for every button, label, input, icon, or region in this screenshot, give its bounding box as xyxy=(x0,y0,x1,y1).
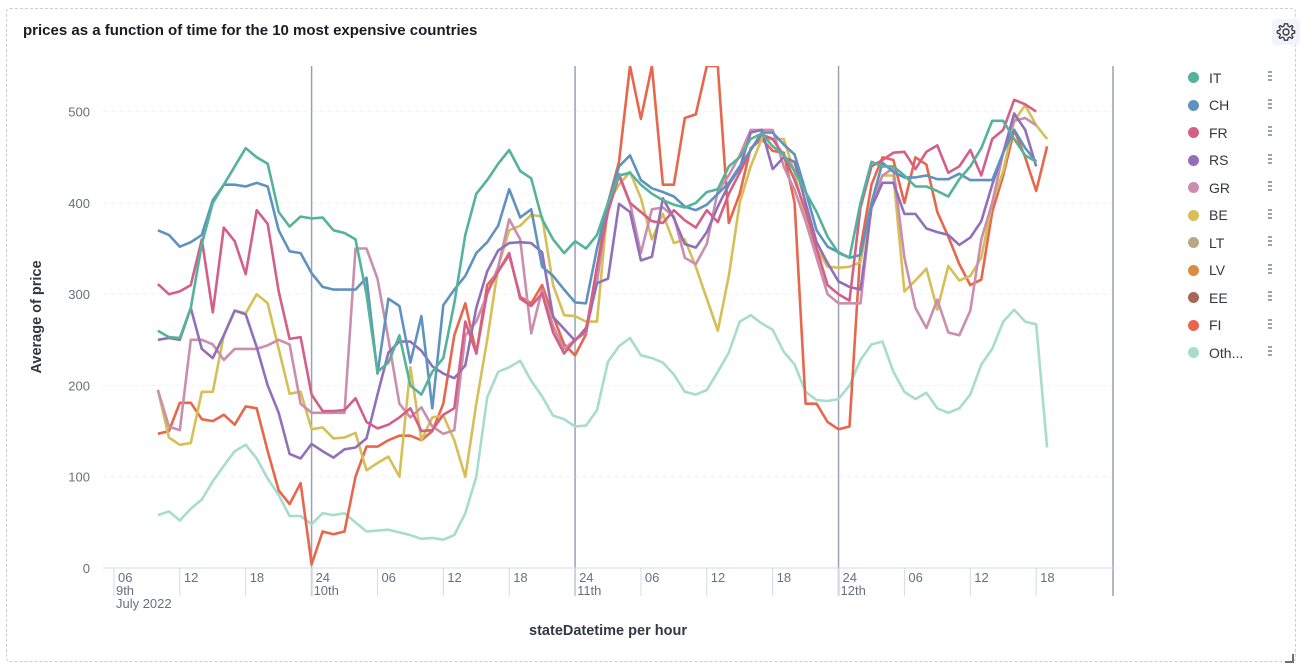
vertical-dots-icon[interactable] xyxy=(1268,291,1272,304)
gear-icon-glyph xyxy=(1276,23,1296,41)
legend-label: IT xyxy=(1209,69,1222,86)
x-tick-label: 06 xyxy=(645,570,659,585)
legend-color-dot xyxy=(1188,292,1199,304)
legend-item[interactable]: LV xyxy=(1186,257,1286,285)
vertical-dots-icon[interactable] xyxy=(1268,263,1272,277)
y-tick-label: 300 xyxy=(68,287,90,302)
x-tick-label: 24 xyxy=(316,570,330,585)
legend-color-dot xyxy=(1188,264,1199,276)
legend-color-dot xyxy=(1188,237,1199,249)
y-tick-label: 100 xyxy=(68,470,90,485)
vertical-dots-icon[interactable] xyxy=(1268,181,1272,194)
legend-color-dot xyxy=(1188,319,1199,331)
x-tick-sublabel: 12th xyxy=(841,583,866,598)
series-group xyxy=(156,66,1049,566)
y-tick-label: 400 xyxy=(68,196,90,211)
legend-label: RS xyxy=(1209,152,1229,169)
legend-color-dot xyxy=(1188,154,1199,166)
series-line-fr[interactable] xyxy=(157,98,1037,433)
vertical-dots-icon[interactable] xyxy=(1268,71,1272,84)
legend-color-dot xyxy=(1188,347,1199,359)
legend-label: BE xyxy=(1209,207,1228,224)
x-tick-label: 06 xyxy=(381,570,395,585)
legend-color-dot xyxy=(1188,99,1199,111)
legend-item[interactable]: LT xyxy=(1186,229,1286,257)
x-tick-label: 12 xyxy=(711,570,725,585)
vertical-dots-icon[interactable] xyxy=(1268,208,1272,222)
x-tick-label: 18 xyxy=(777,570,791,585)
legend-label: FR xyxy=(1209,124,1228,141)
vertical-dots-icon[interactable] xyxy=(1268,318,1272,332)
legend-item[interactable]: CH xyxy=(1186,92,1286,120)
x-tick-label: 18 xyxy=(250,570,264,585)
x-tick-sublabel: 10th xyxy=(314,583,339,598)
x-tick-label: 24 xyxy=(843,570,857,585)
legend-color-dot xyxy=(1188,72,1199,84)
legend-color-dot xyxy=(1188,182,1199,194)
legend-item[interactable]: Oth... xyxy=(1186,339,1286,367)
series-line-be[interactable] xyxy=(156,103,1049,478)
x-tick-label: 24 xyxy=(579,570,593,585)
legend-label: GR xyxy=(1209,179,1230,196)
x-tick-label: 12 xyxy=(974,570,988,585)
series-line-oth[interactable] xyxy=(157,308,1049,541)
x-tick-label: 12 xyxy=(447,570,461,585)
legend-label: EE xyxy=(1209,289,1228,306)
series-line-fi[interactable] xyxy=(157,66,1049,566)
legend-label: LT xyxy=(1209,234,1225,251)
legend-item[interactable]: FR xyxy=(1186,119,1286,147)
series-line-ch[interactable] xyxy=(157,128,1038,410)
legend-item[interactable]: BE xyxy=(1186,202,1286,230)
x-tick-label: 18 xyxy=(1040,570,1054,585)
legend-item[interactable]: IT xyxy=(1186,64,1286,92)
x-tick-label: 06 xyxy=(118,570,132,585)
y-tick-label: 500 xyxy=(68,105,90,120)
legend-item[interactable]: FI xyxy=(1186,312,1286,340)
vertical-dots-icon[interactable] xyxy=(1268,126,1272,139)
chart-legend: IT CH FR RS GR BE LT LV EE FI Oth... xyxy=(1186,64,1286,367)
y-axis-title: Average of price xyxy=(29,260,45,373)
legend-item[interactable]: RS xyxy=(1186,147,1286,175)
series-line-it[interactable] xyxy=(157,119,1037,396)
legend-color-dot xyxy=(1188,127,1199,139)
legend-color-dot xyxy=(1188,209,1199,221)
gear-icon[interactable] xyxy=(1272,19,1300,45)
legend-label: CH xyxy=(1209,97,1230,114)
vertical-dots-icon[interactable] xyxy=(1268,346,1272,359)
x-tick-sublabel: 9th xyxy=(116,583,134,598)
legend-label: LV xyxy=(1209,262,1226,279)
x-tick-sublabel: 11th xyxy=(577,583,601,598)
y-tick-label: 0 xyxy=(83,561,90,576)
x-axis-title: stateDatetime per hour xyxy=(529,623,687,639)
series-line-gr[interactable] xyxy=(156,116,1037,436)
vertical-dots-icon[interactable] xyxy=(1268,98,1272,112)
vertical-dots-icon[interactable] xyxy=(1268,153,1272,167)
series-line-rs[interactable] xyxy=(157,112,1038,460)
legend-label: FI xyxy=(1209,317,1222,334)
x-tick-label: 12 xyxy=(184,570,198,585)
legend-item[interactable]: GR xyxy=(1186,174,1286,202)
legend-label: Oth... xyxy=(1209,344,1244,361)
y-tick-label: 200 xyxy=(68,378,90,393)
x-tick-label: 18 xyxy=(513,570,527,585)
x-tick-sublabel: July 2022 xyxy=(116,596,172,611)
legend-item[interactable]: EE xyxy=(1186,284,1286,312)
resize-handle-icon[interactable] xyxy=(1285,654,1294,663)
panel-title: prices as a function of time for the 10 … xyxy=(23,22,478,39)
visualization-panel: prices as a function of time for the 10 … xyxy=(6,8,1300,663)
vertical-dots-icon[interactable] xyxy=(1268,236,1272,249)
x-tick-label: 06 xyxy=(908,570,922,585)
